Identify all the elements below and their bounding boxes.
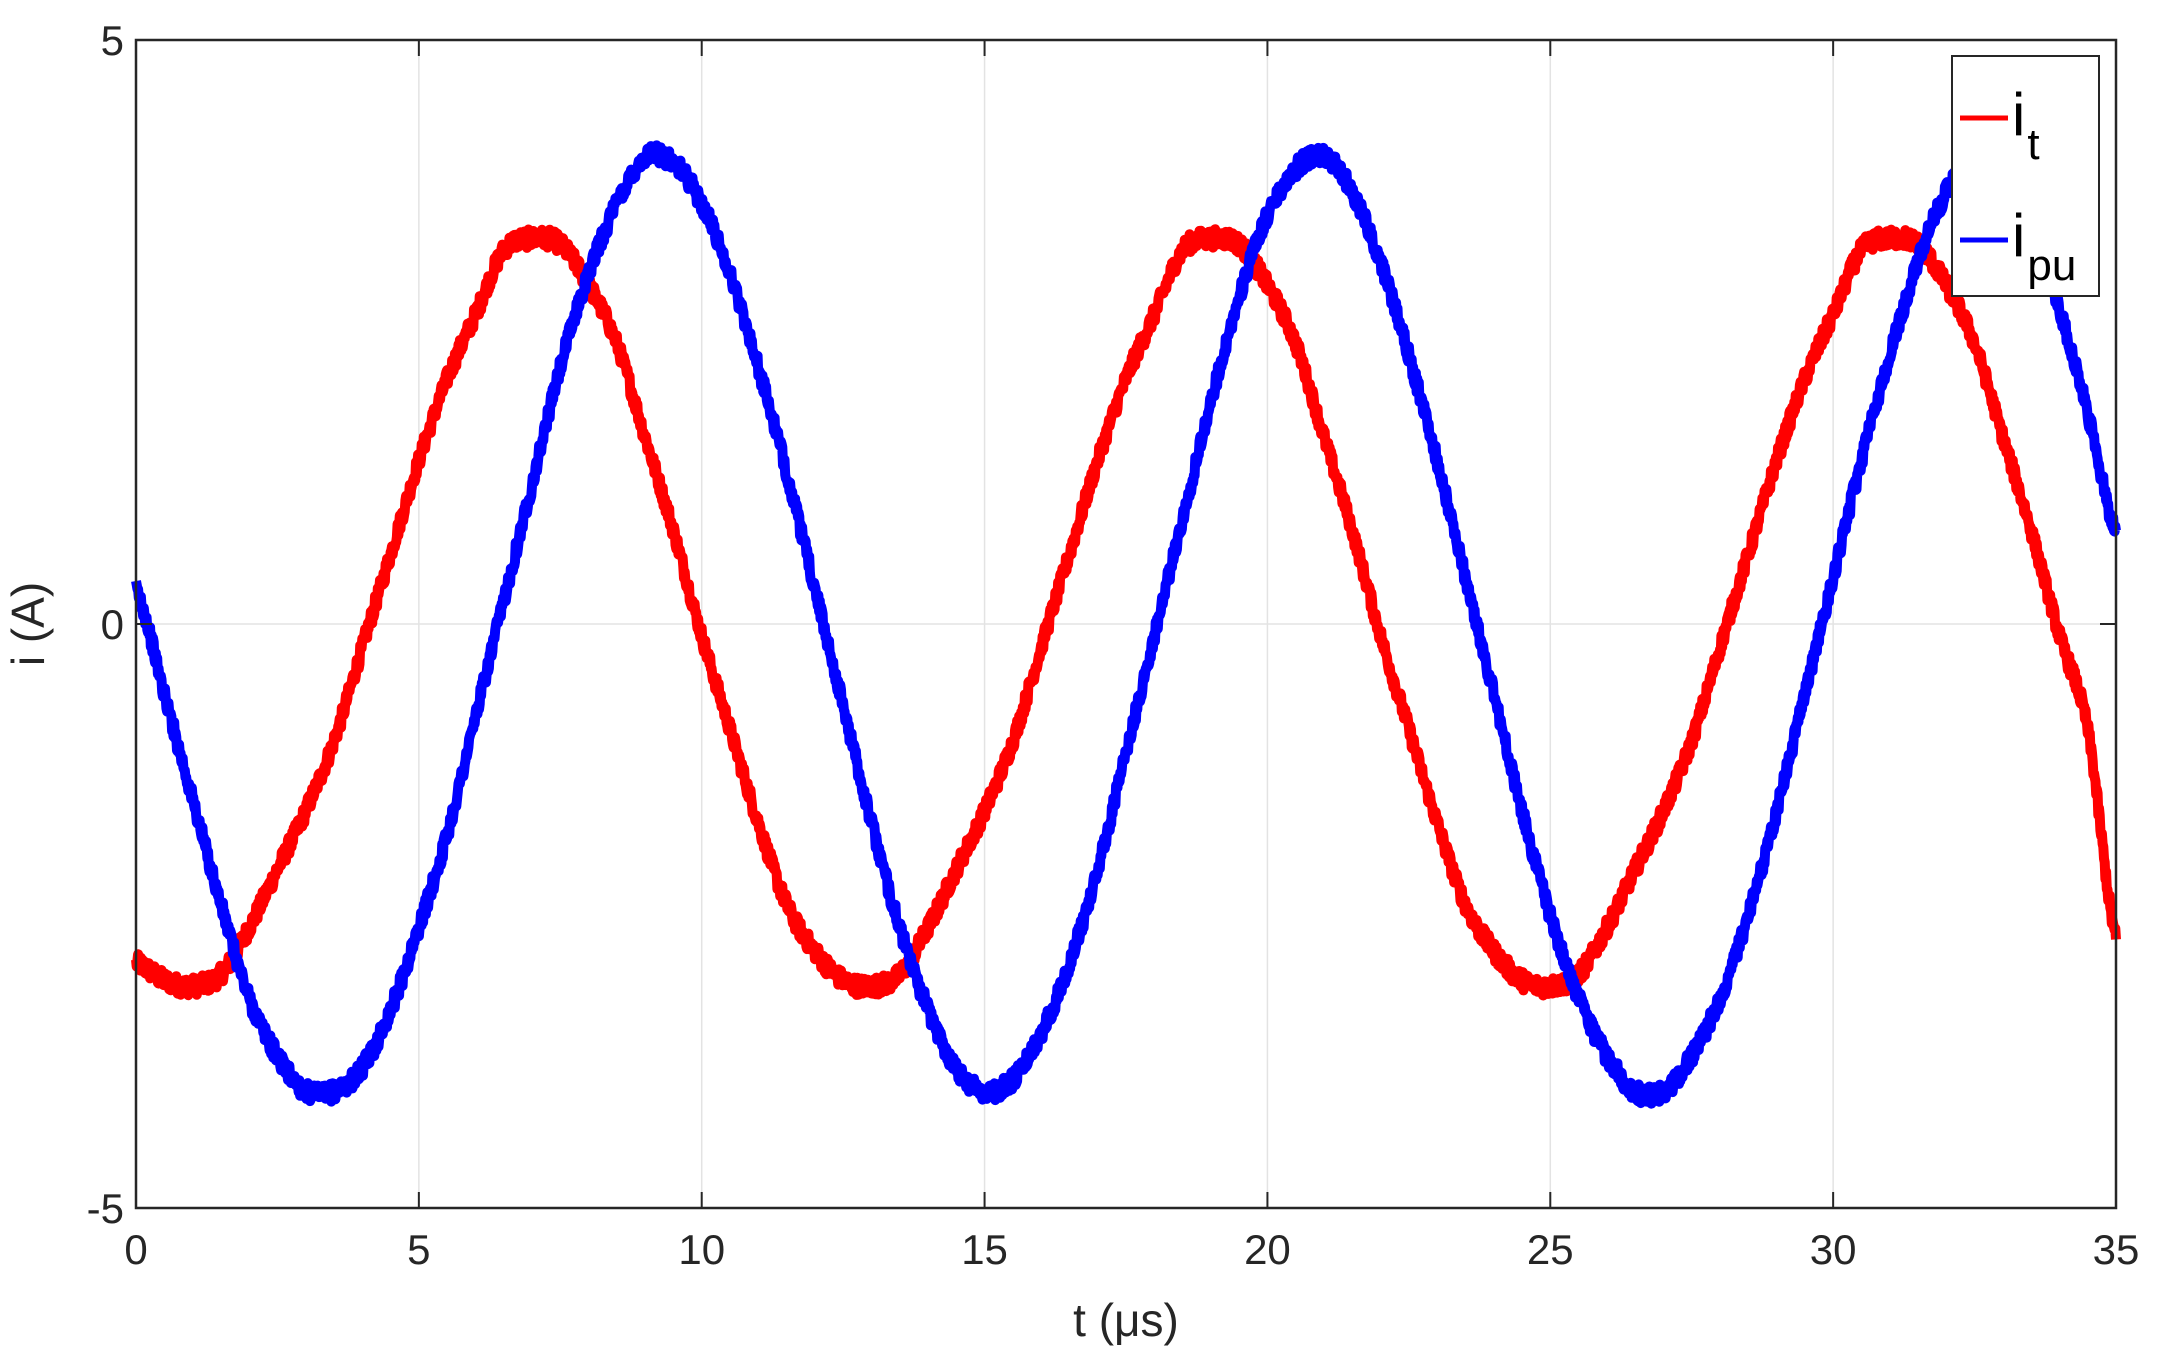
x-ticks: 0 5 10 15 20 25 30 35: [124, 40, 2139, 1273]
x-axis-label: t (μs): [1073, 1294, 1179, 1346]
series-line-i-pu: [131, 140, 2121, 1109]
y-tick-label: 5: [101, 17, 124, 64]
legend: it ipu: [1951, 55, 2100, 297]
legend-box: [1951, 55, 2100, 297]
y-tick-label: 0: [101, 601, 124, 648]
x-tick-label: 25: [1527, 1226, 1574, 1273]
x-tick-label: 15: [961, 1226, 1008, 1273]
series-line-i-t: [131, 224, 2121, 1001]
legend-label-i-pu: ipu: [2012, 202, 2076, 290]
series-layer: [131, 140, 2121, 1109]
x-tick-label: 0: [124, 1226, 147, 1273]
y-ticks: -5 0 5: [87, 17, 2116, 1232]
x-tick-label: 30: [1810, 1226, 1857, 1273]
y-tick-label: -5: [87, 1185, 124, 1232]
y-axis-label: i (A): [2, 582, 54, 666]
x-tick-label: 20: [1244, 1226, 1291, 1273]
x-tick-label: 35: [2093, 1226, 2140, 1273]
x-tick-label: 10: [678, 1226, 725, 1273]
legend-label-i-t: it: [2012, 81, 2040, 169]
x-tick-label: 5: [407, 1226, 430, 1273]
